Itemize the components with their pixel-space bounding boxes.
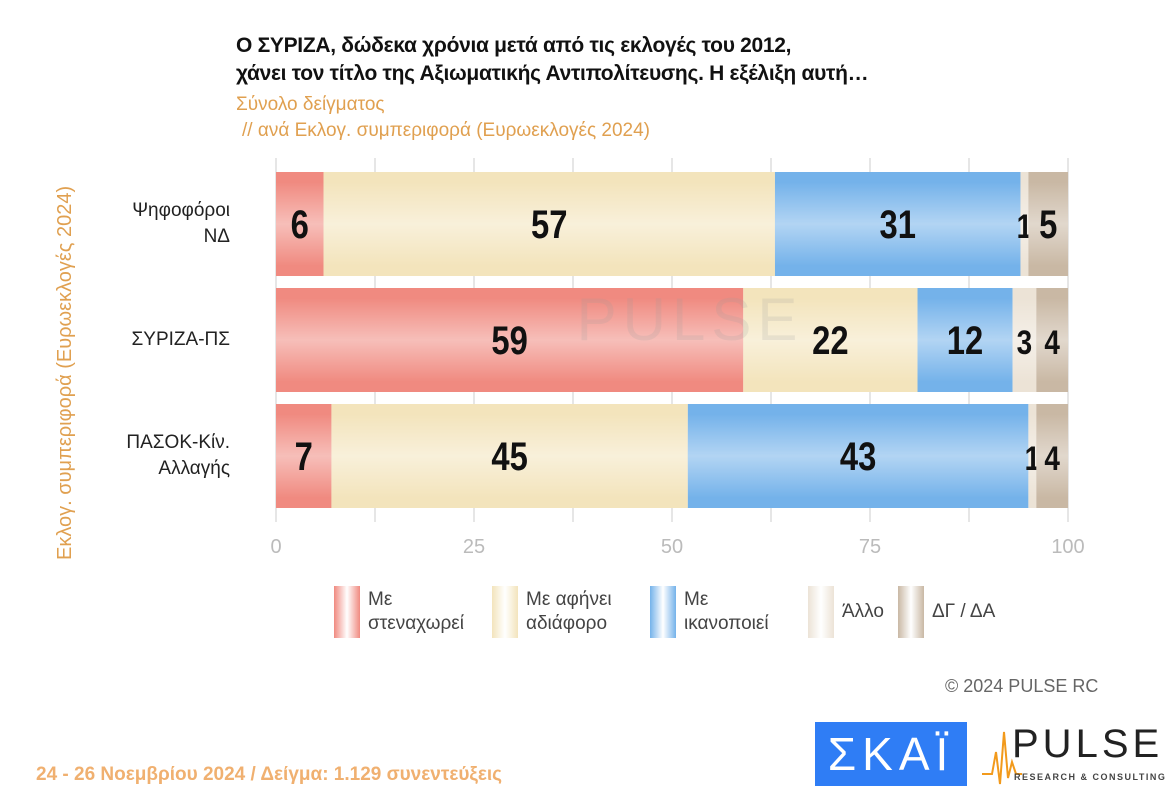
legend-swatch (650, 586, 676, 638)
data-label: 22 (812, 318, 848, 363)
copyright: © 2024 PULSE RC (945, 676, 1099, 696)
skai-logo: ΣΚΑΪ (815, 722, 967, 786)
legend-item: ΔΓ / ΔΑ (897, 586, 996, 638)
data-label: 1 (1025, 439, 1041, 477)
bar-highlight (1028, 414, 1037, 498)
bar-highlight (687, 414, 1029, 498)
bar-highlight (1012, 298, 1037, 382)
legend-label: Με στεναχωρεί (368, 589, 464, 634)
data-label: 12 (947, 318, 983, 363)
bar-highlight (276, 182, 324, 266)
data-label: 4 (1044, 323, 1060, 361)
category-label: ΠΑΣΟΚ-Κίν. Αλλαγής (126, 432, 230, 479)
data-label: 3 (1017, 323, 1033, 361)
legend-swatch (897, 586, 924, 638)
bar-highlight (1036, 298, 1068, 382)
bar-highlight (323, 182, 775, 266)
category-label: ΣΥΡΙΖΑ-ΠΣ (131, 329, 230, 350)
legend-label: Άλλο (842, 601, 884, 622)
x-tick-label: 100 (1051, 536, 1084, 558)
bar-highlight (774, 182, 1021, 266)
data-label: 7 (295, 434, 313, 479)
legend-swatch (334, 586, 360, 638)
data-label: 43 (840, 434, 876, 479)
bar-highlight (276, 414, 332, 498)
data-label: 57 (531, 202, 567, 247)
x-tick-label: 0 (270, 536, 281, 558)
x-tick-label: 75 (859, 536, 881, 558)
chart-subtitle: Σύνολο δείγματος (236, 94, 385, 115)
chart-title: Ο ΣΥΡΙΖΑ, δώδεκα χρόνια μετά από τις εκλ… (236, 34, 869, 85)
data-label: 31 (879, 202, 915, 247)
bar-highlight (743, 298, 918, 382)
legend-item: Με ικανοποιεί (650, 586, 794, 638)
data-label: 59 (491, 318, 527, 363)
data-label: 6 (291, 202, 309, 247)
data-label: 4 (1044, 439, 1060, 477)
bar-highlight (1036, 414, 1068, 498)
legend-item: Με αφήνει αδιάφορο (492, 586, 636, 638)
footer-note: 24 - 26 Νοεμβρίου 2024 / Δείγμα: 1.129 σ… (36, 764, 503, 785)
legend-label: Με ικανοποιεί (684, 589, 769, 634)
legend-label: ΔΓ / ΔΑ (931, 601, 996, 622)
category-label: Ψηφοφόροι ΝΔ (132, 200, 230, 247)
bar-highlight (276, 298, 744, 382)
x-tick-label: 50 (661, 536, 683, 558)
x-tick-label: 25 (463, 536, 485, 558)
bar-highlight (1028, 182, 1068, 266)
bar-highlight (1020, 182, 1029, 266)
data-label: 1 (1017, 207, 1033, 245)
legend-label: Με αφήνει αδιάφορο (526, 589, 612, 634)
bar-highlight (917, 298, 1013, 382)
data-label: 45 (491, 434, 527, 479)
watermark: PULSE (577, 286, 804, 353)
legend-item: Άλλο (808, 586, 884, 638)
pulse-logo: PULSE RESEARCH & CONSULTING (982, 722, 1165, 788)
bar-highlight (331, 414, 688, 498)
chart-subtitle-2: // ανά Εκλογ. συμπεριφορά (Ευρωεκλογές 2… (242, 120, 651, 141)
legend-swatch (492, 586, 518, 638)
legend-swatch (808, 586, 834, 638)
legend-item: Με στεναχωρεί (334, 586, 478, 638)
data-label: 5 (1039, 202, 1057, 247)
